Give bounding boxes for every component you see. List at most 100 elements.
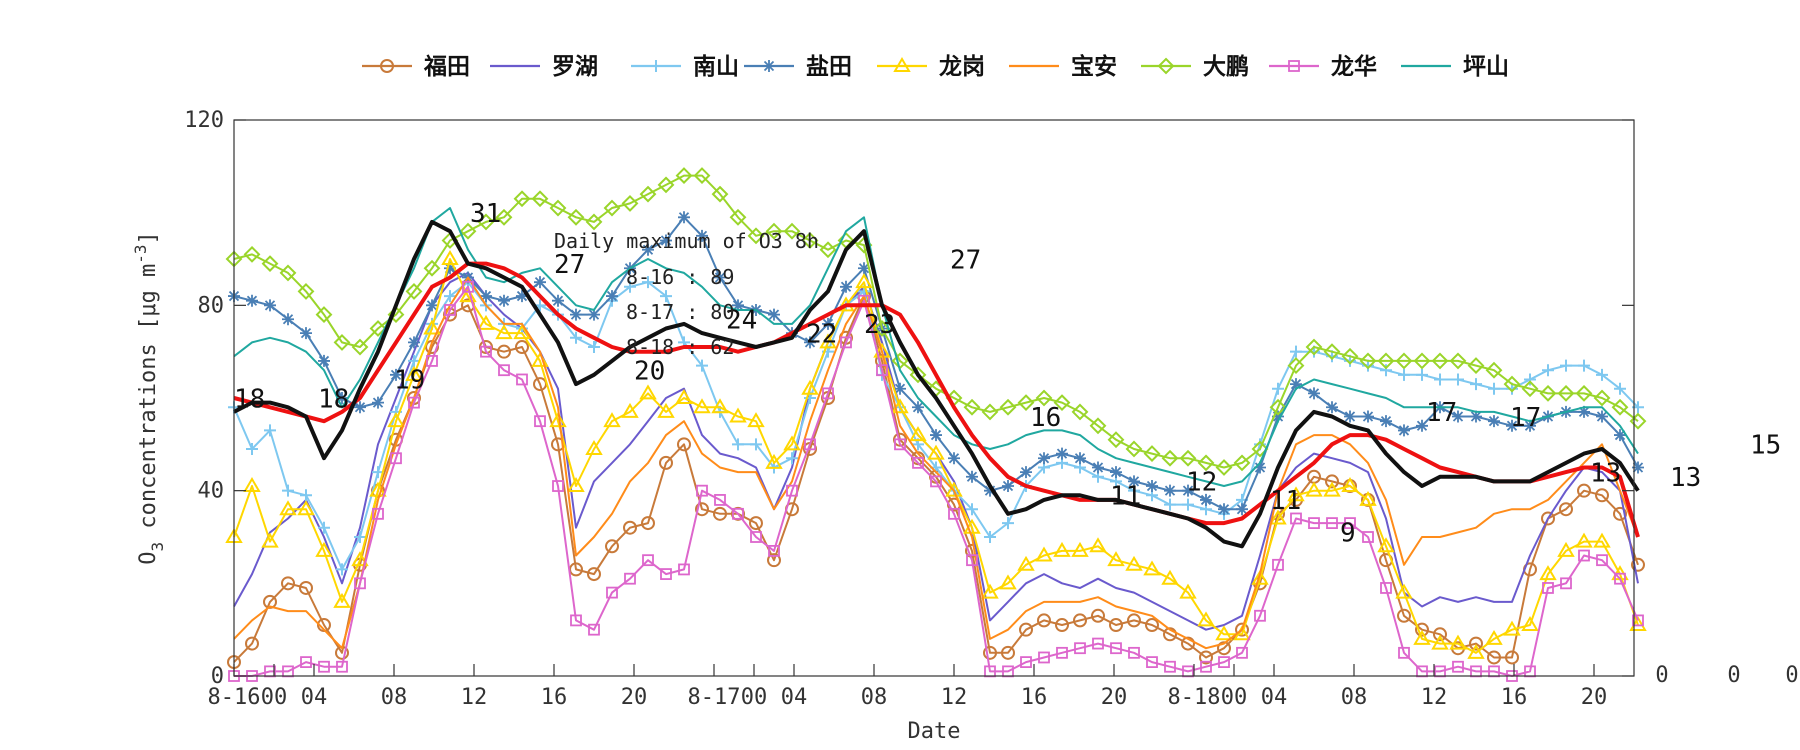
data-point xyxy=(1073,613,1087,628)
x-tick-label: 16 xyxy=(541,685,568,710)
data-point xyxy=(1092,637,1104,650)
data-point xyxy=(336,563,348,576)
daily-labels: 18 18 19 31 27 20 24 22 23 27 16 11 12 11 9 17 17 13 13 15 xyxy=(234,199,1781,549)
data-point xyxy=(981,583,999,599)
legend-label: 南山 xyxy=(693,54,739,80)
daily-label: 15 xyxy=(1750,431,1781,461)
data-point xyxy=(549,412,567,428)
data-point xyxy=(714,271,726,284)
data-point xyxy=(1560,359,1572,372)
legend-label: 坪山 xyxy=(1463,54,1509,80)
right-axis-label: 0 xyxy=(1727,663,1740,688)
data-point xyxy=(819,333,837,349)
data-point xyxy=(480,345,492,358)
data-point xyxy=(984,531,996,543)
data-point xyxy=(1542,582,1554,594)
data-point xyxy=(333,333,351,351)
data-point xyxy=(1395,352,1413,370)
data-point xyxy=(984,484,996,497)
data-point xyxy=(657,402,675,418)
data-point xyxy=(678,563,690,576)
data-point xyxy=(1020,466,1032,479)
data-point xyxy=(1037,613,1051,628)
daily-label: 16 xyxy=(1030,403,1061,433)
data-point xyxy=(1146,480,1158,493)
series-5 xyxy=(225,250,1647,659)
data-point xyxy=(801,232,819,249)
data-point xyxy=(621,402,639,418)
data-point xyxy=(1305,481,1323,497)
data-point xyxy=(1487,650,1501,665)
data-point xyxy=(603,199,621,217)
data-point xyxy=(912,401,924,414)
data-point xyxy=(1233,454,1251,472)
data-point xyxy=(567,477,585,493)
data-point xyxy=(822,387,834,400)
data-point xyxy=(245,636,259,651)
x-tick-label: 12 xyxy=(461,685,488,710)
series-8 xyxy=(228,280,1644,682)
data-point xyxy=(534,276,546,289)
data-point xyxy=(246,442,258,455)
data-point xyxy=(1611,398,1629,416)
data-point xyxy=(1308,387,1320,400)
x-tick-label: 20 xyxy=(1101,685,1128,710)
data-point xyxy=(1470,410,1482,423)
data-point xyxy=(711,185,729,203)
data-point xyxy=(1182,484,1194,497)
data-point xyxy=(642,243,654,256)
x-tick-label: 08 xyxy=(861,685,888,710)
data-point xyxy=(459,222,477,240)
legend-marker xyxy=(650,60,662,72)
data-point xyxy=(1164,484,1176,497)
data-point xyxy=(891,398,909,414)
data-point xyxy=(1128,646,1140,659)
data-point xyxy=(1287,357,1305,374)
data-point xyxy=(783,435,801,451)
data-point xyxy=(1089,537,1107,553)
data-point xyxy=(1287,486,1305,502)
x-tick-label: 00 xyxy=(1221,685,1248,710)
data-point xyxy=(1017,394,1035,412)
data-point xyxy=(351,338,369,356)
data-point xyxy=(534,415,546,428)
x-tick-label: 8-18 xyxy=(1168,685,1221,710)
data-point xyxy=(1125,555,1143,571)
y-tick-label: 0 xyxy=(211,664,224,689)
data-point xyxy=(894,382,906,395)
data-point xyxy=(1071,403,1089,421)
data-point xyxy=(1236,646,1248,659)
data-point xyxy=(873,320,891,337)
daily-label: 27 xyxy=(554,250,585,280)
data-point xyxy=(444,304,456,316)
data-point xyxy=(1217,641,1231,656)
data-point xyxy=(1449,352,1467,370)
data-point xyxy=(729,208,747,226)
data-point xyxy=(750,531,762,543)
data-point xyxy=(1503,375,1521,393)
data-point xyxy=(1524,419,1536,432)
data-point xyxy=(1199,650,1213,665)
data-point xyxy=(1575,532,1593,548)
data-point xyxy=(1017,555,1035,571)
data-point xyxy=(983,645,997,660)
legend-entry: 福田 xyxy=(362,54,470,80)
data-point xyxy=(1359,490,1377,506)
data-point xyxy=(660,234,672,247)
data-point xyxy=(1020,656,1032,668)
data-point xyxy=(1182,498,1194,511)
data-point xyxy=(1019,622,1033,637)
box-title: Daily maximum of O3 8h xyxy=(554,229,819,253)
data-point xyxy=(1433,627,1447,642)
data-point xyxy=(1596,410,1608,423)
legend-entry: 宝安 xyxy=(1009,53,1117,80)
series-layer xyxy=(225,167,1647,682)
data-point xyxy=(300,656,312,668)
data-point xyxy=(1539,565,1557,581)
data-point xyxy=(639,185,657,203)
daily-label: 24 xyxy=(726,306,757,336)
data-point xyxy=(1578,359,1590,372)
data-point xyxy=(1578,405,1590,418)
